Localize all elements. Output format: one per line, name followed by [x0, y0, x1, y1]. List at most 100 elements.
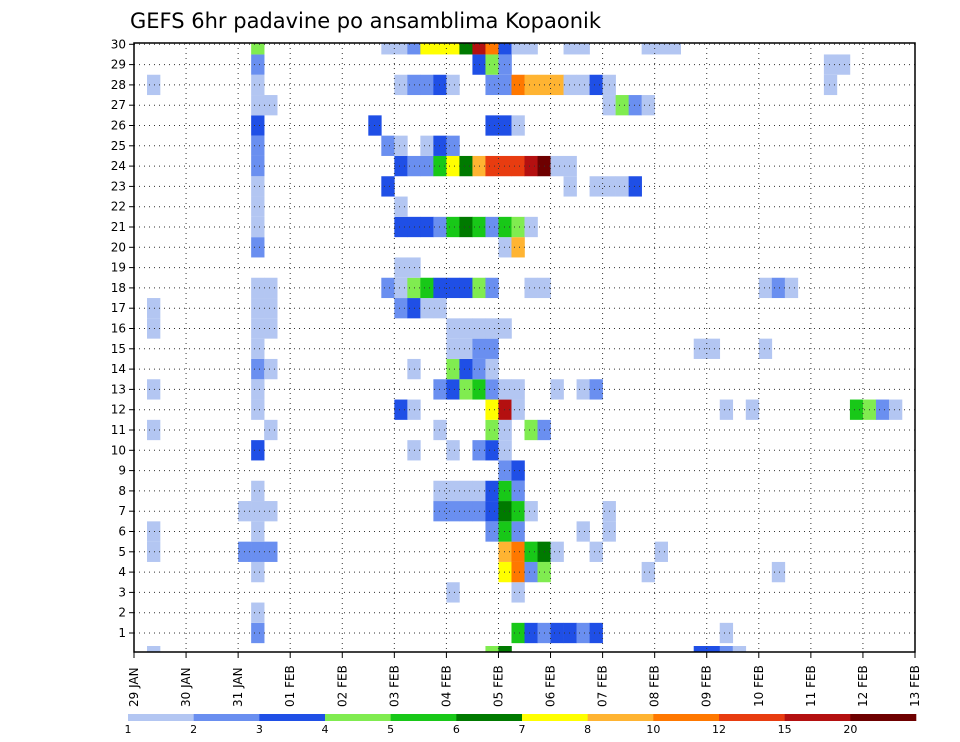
heatmap-cell [459, 43, 473, 55]
colorbar-segment [259, 714, 326, 721]
heatmap-cell [420, 43, 434, 55]
x-tick-label: 12 FEB [856, 665, 870, 707]
colorbar-segment [784, 714, 851, 721]
colorbar-label: 3 [256, 723, 263, 736]
heatmap-cell [524, 419, 538, 441]
colorbar-label: 4 [322, 723, 329, 736]
heatmap-cell [628, 95, 642, 116]
heatmap-cell [589, 74, 603, 96]
heatmap-cell [251, 318, 265, 339]
heatmap-cell [251, 521, 265, 542]
heatmap-cells [147, 43, 903, 652]
heatmap-cell [251, 43, 265, 55]
heatmap-cell [485, 74, 499, 96]
heatmap-cell [550, 155, 564, 177]
heatmap-cell [264, 277, 278, 299]
heatmap-cell [446, 582, 460, 603]
heatmap-cell [394, 196, 408, 217]
heatmap-cell [433, 277, 447, 299]
heatmap-cell [251, 135, 265, 156]
heatmap-cell [251, 440, 265, 461]
heatmap-cell [524, 541, 538, 562]
heatmap-cell [641, 561, 655, 583]
heatmap-cell [719, 646, 734, 652]
y-tick-label: 11 [111, 423, 126, 437]
heatmap-cell [459, 155, 473, 177]
colorbar-segment [390, 714, 457, 721]
heatmap-cell [264, 541, 278, 562]
heatmap-cell [407, 43, 421, 55]
colorbar-label: 6 [453, 723, 460, 736]
heatmap-cell [251, 602, 265, 623]
heatmap-cell [264, 501, 278, 522]
heatmap-cell [394, 74, 408, 96]
heatmap-cell [511, 216, 525, 238]
heatmap-cell [589, 379, 603, 400]
heatmap-cell [550, 541, 564, 562]
heatmap-cell [719, 399, 734, 420]
y-tick-label: 5 [118, 545, 126, 559]
heatmap-cell [524, 74, 538, 96]
colorbar-label: 10 [646, 723, 660, 736]
heatmap-cell [485, 399, 499, 420]
x-tick-label: 02 FEB [335, 665, 349, 707]
heatmap-cell [719, 622, 734, 644]
colorbar-label: 12 [712, 723, 726, 736]
heatmap-cell [485, 440, 499, 461]
heatmap-cell [784, 277, 799, 299]
heatmap-cell [446, 480, 460, 502]
y-tick-label: 30 [111, 37, 126, 51]
heatmap-cell [511, 561, 525, 583]
heatmap-cell [394, 399, 408, 420]
heatmap-cell [693, 338, 708, 359]
heatmap-cell [498, 521, 512, 542]
heatmap-cell [147, 541, 161, 562]
heatmap-cell [264, 318, 278, 339]
heatmap-cell [264, 95, 278, 116]
heatmap-cell [524, 501, 538, 522]
x-tick-label: 09 FEB [700, 665, 714, 707]
y-tick-label: 8 [118, 484, 126, 498]
heatmap-cell [446, 358, 460, 380]
heatmap-cell [485, 318, 499, 339]
heatmap-cell [251, 277, 265, 299]
heatmap-cell [459, 216, 473, 238]
heatmap-cell [498, 155, 512, 177]
heatmap-cell [394, 257, 408, 278]
y-tick-label: 27 [111, 98, 126, 112]
heatmap-cell [563, 43, 577, 55]
heatmap-cell [706, 646, 721, 652]
heatmap-cell [498, 54, 512, 75]
heatmap-cell [446, 338, 460, 359]
chart-title: GEFS 6hr padavine po ansamblima Kopaonik [130, 9, 602, 33]
heatmap-cell [381, 176, 395, 197]
heatmap-cell [433, 216, 447, 238]
y-tick-label: 10 [111, 443, 126, 457]
colorbar-label: 5 [387, 723, 394, 736]
heatmap-cell [511, 115, 525, 136]
heatmap-cell [485, 216, 499, 238]
heatmap-cell [420, 74, 434, 96]
heatmap-cell [732, 646, 747, 652]
heatmap-cell [771, 561, 786, 583]
heatmap-cell [524, 622, 538, 644]
heatmap-cell [511, 74, 525, 96]
heatmap-cell [576, 43, 590, 55]
heatmap-cell [264, 358, 278, 380]
heatmap-cell [251, 338, 265, 359]
heatmap-cell [485, 54, 499, 75]
heatmap-cell [147, 379, 161, 400]
heatmap-cell [264, 419, 278, 441]
heatmap-cell [498, 646, 512, 652]
heatmap-cell [251, 54, 265, 75]
y-tick-label: 24 [111, 159, 126, 173]
heatmap-cell [758, 277, 773, 299]
heatmap-cell [706, 338, 721, 359]
heatmap-cell [563, 74, 577, 96]
heatmap-cell [758, 338, 773, 359]
heatmap-cell [511, 622, 525, 644]
x-tick-label: 05 FEB [491, 665, 505, 707]
heatmap-cell [485, 115, 499, 136]
y-tick-label: 25 [111, 139, 126, 153]
heatmap-cell [394, 298, 408, 319]
